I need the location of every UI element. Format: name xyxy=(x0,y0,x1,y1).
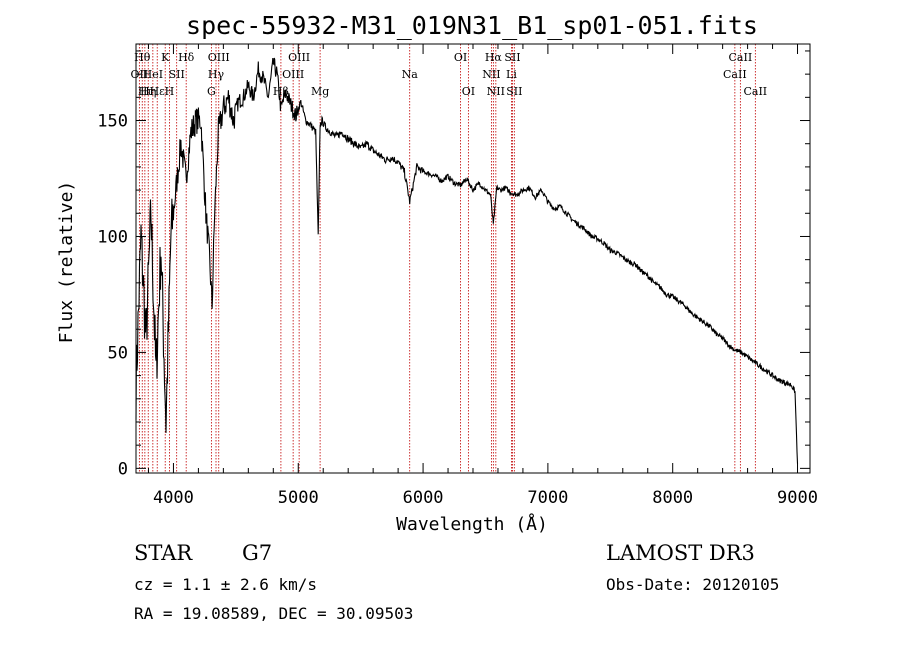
spectral-line-markers xyxy=(138,44,756,473)
x-tick-label-5: 9000 xyxy=(777,488,818,508)
line-label-25: SII xyxy=(506,85,522,98)
line-label-12: OIII xyxy=(208,51,230,64)
x-axis-label: Wavelength (Å) xyxy=(396,513,548,535)
line-label-19: OI xyxy=(462,85,475,98)
redshift-cz: cz = 1.1 ± 2.6 km/s xyxy=(134,575,317,594)
y-tick-label-0: 0 xyxy=(118,459,128,479)
x-tick-label-4: 8000 xyxy=(652,488,693,508)
object-subclass: G7 xyxy=(242,541,272,565)
y-axis-ticks: 0 50 100 150 xyxy=(97,50,810,479)
line-label-17: Na xyxy=(402,68,419,81)
line-label-4: HeI xyxy=(143,68,163,81)
line-label-1: Hθ xyxy=(134,51,151,64)
obs-date: Obs-Date: 20120105 xyxy=(606,575,779,594)
chart-title: spec-55932-M31_019N31_B1_sp01-051.fits xyxy=(186,11,758,40)
x-tick-label-2: 6000 xyxy=(403,488,444,508)
line-label-18: OI xyxy=(454,51,467,64)
line-label-6: K xyxy=(161,51,170,64)
y-tick-label-3: 150 xyxy=(97,112,128,132)
line-label-2: Hι xyxy=(138,85,152,98)
line-label-21: Hα xyxy=(485,51,503,64)
y-tick-label-2: 100 xyxy=(97,227,128,247)
line-label-9: Hδ xyxy=(178,51,195,64)
spectrum-line xyxy=(135,57,799,464)
line-label-26: CaII xyxy=(723,68,747,81)
line-label-3: Hη xyxy=(140,85,156,98)
line-label-7: H xyxy=(165,85,175,98)
x-axis-ticks: 4000 5000 6000 7000 8000 9000 xyxy=(147,44,818,508)
object-class: STAR xyxy=(134,541,193,565)
line-label-16: Mg xyxy=(311,85,329,98)
plot-frame xyxy=(135,43,811,474)
line-label-27: CaII xyxy=(729,51,753,64)
line-label-10: G xyxy=(207,85,216,98)
line-label-28: CaII xyxy=(743,85,767,98)
y-tick-label-1: 50 xyxy=(108,343,128,363)
survey-name: LAMOST DR3 xyxy=(606,541,755,565)
spectral-line-labels: OIIHθHιHηHeIHεKHSIIHδGHγOIIIHβOIIIOIIIMg… xyxy=(131,51,768,98)
line-label-22: NII xyxy=(487,85,505,98)
line-label-15: OIII xyxy=(288,51,310,64)
line-label-8: SII xyxy=(169,68,185,81)
line-label-11: Hγ xyxy=(208,68,225,81)
line-label-20: NII xyxy=(482,68,500,81)
line-label-14: OIII xyxy=(282,68,304,81)
ra-dec-coordinates: RA = 19.08589, DEC = 30.09503 xyxy=(134,604,413,623)
line-label-23: Li xyxy=(506,68,517,81)
x-tick-label-1: 5000 xyxy=(278,488,319,508)
x-tick-label-3: 7000 xyxy=(527,488,568,508)
x-tick-label-0: 4000 xyxy=(153,488,194,508)
line-label-5: Hε xyxy=(150,85,166,98)
line-label-24: SII xyxy=(504,51,520,64)
y-axis-label: Flux (relative) xyxy=(56,181,77,344)
